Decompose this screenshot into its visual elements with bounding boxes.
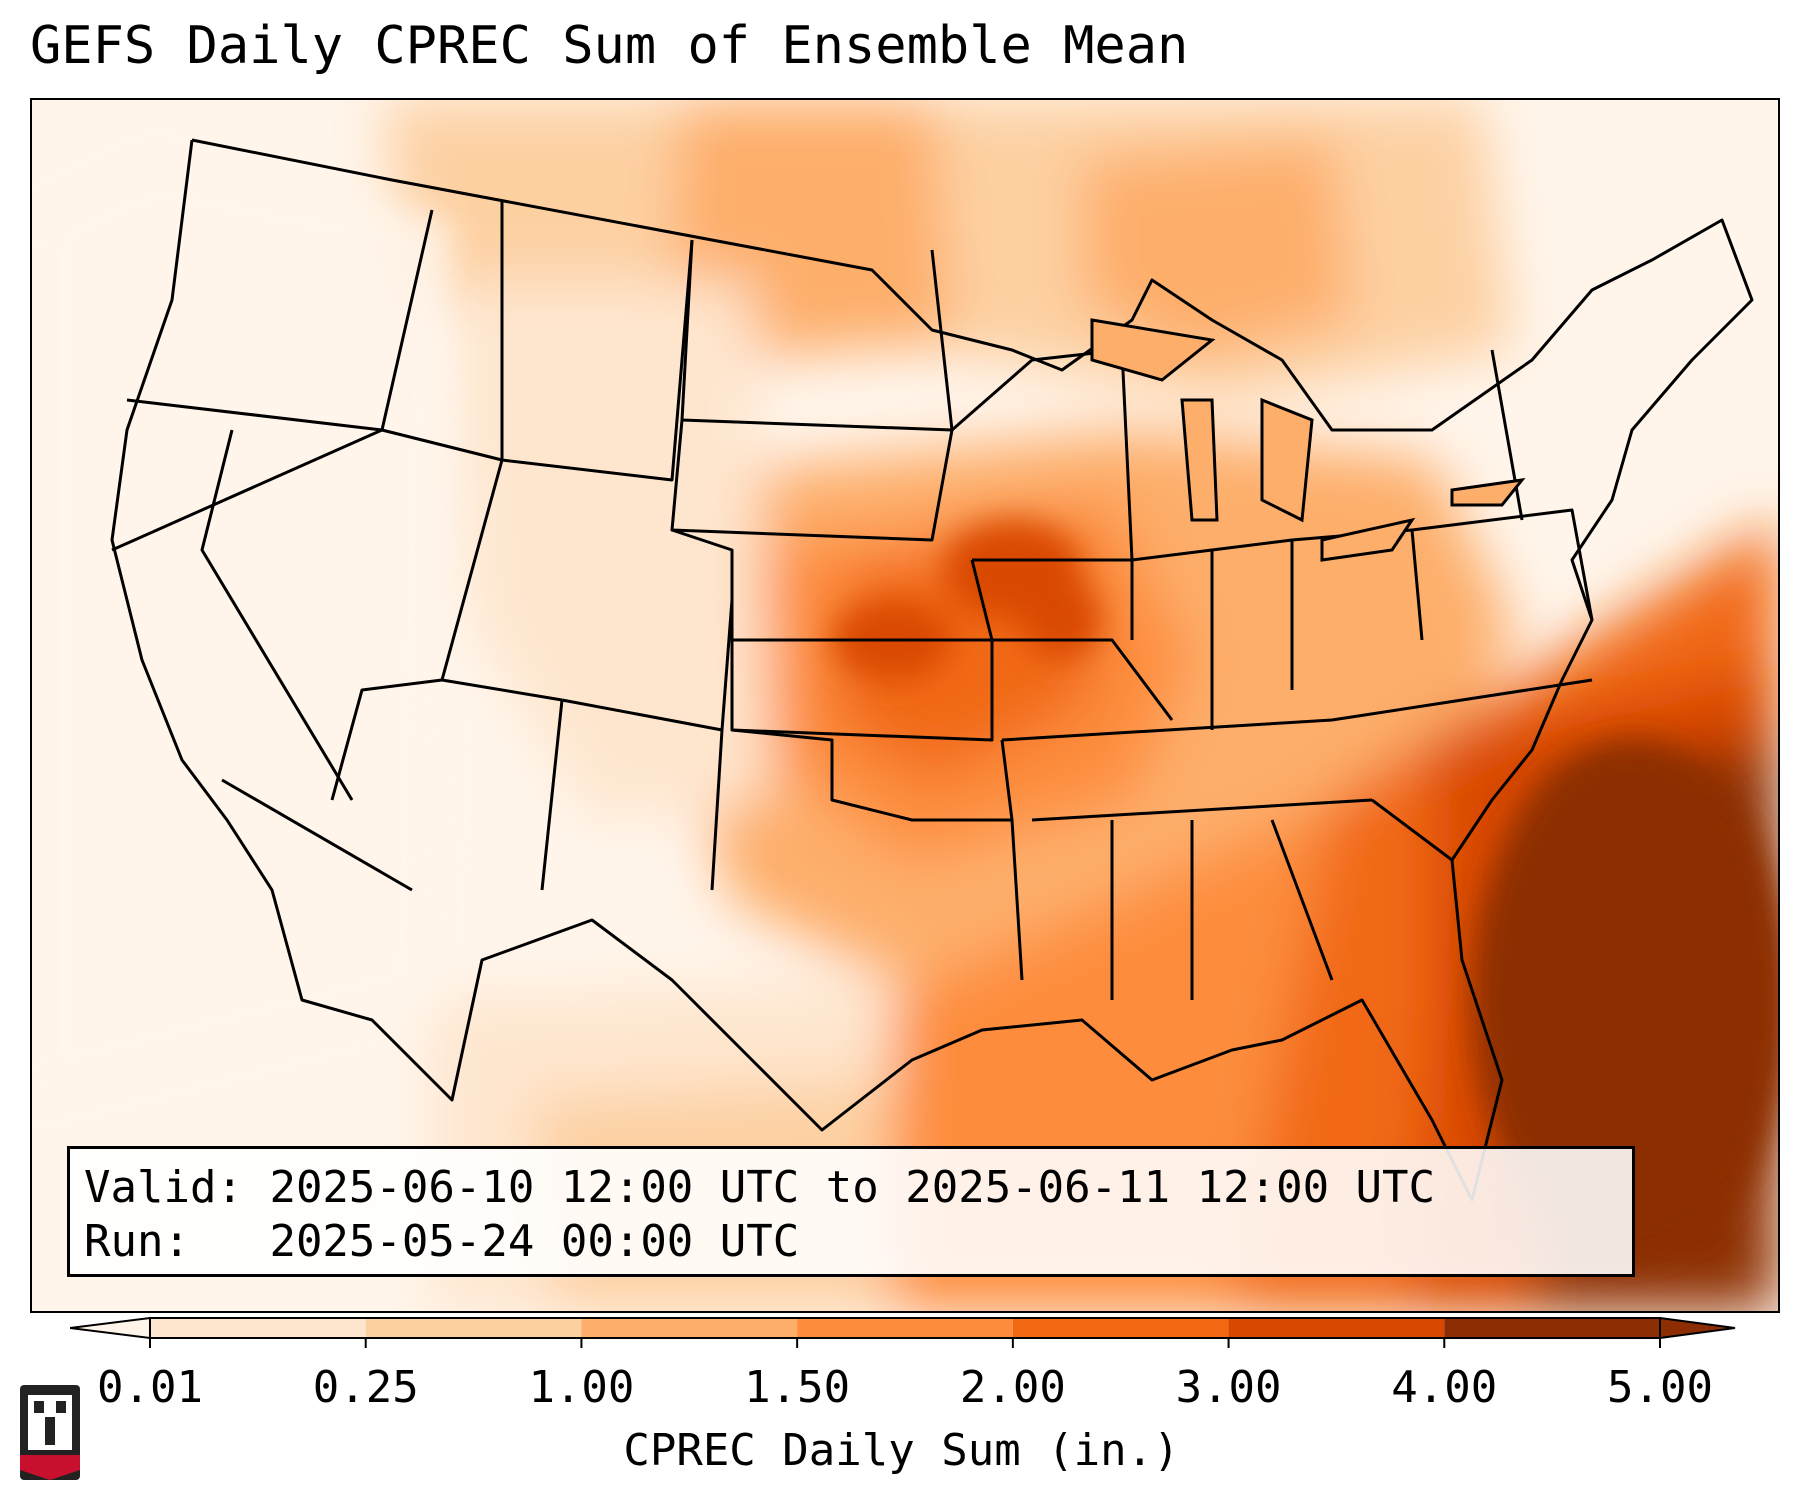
colorbar-extend-high: [1659, 1316, 1736, 1340]
colorbar-tick-label: 4.00: [1391, 1362, 1498, 1413]
valid-label: Valid:: [84, 1162, 243, 1213]
colorbar-tick-label: 1.00: [528, 1362, 635, 1413]
niu-logo: [20, 1385, 80, 1480]
map-title: GEFS Daily CPREC Sum of Ensemble Mean: [30, 16, 1189, 76]
colorbar-tick-label: 5.00: [1607, 1362, 1713, 1413]
colorbar-segment: [581, 1318, 798, 1338]
colorbar-tick-label: 0.25: [312, 1362, 419, 1413]
map-outlines: [110, 138, 1754, 1202]
precip-map-svg: [32, 100, 1778, 1311]
colorbar-tick-label: 1.50: [744, 1362, 851, 1413]
colorbar-label: CPREC Daily Sum (in.): [623, 1425, 1180, 1476]
colorbar: [70, 1316, 1736, 1348]
colorbar-segment: [150, 1318, 366, 1338]
colorbar-tick-label: 3.00: [1175, 1362, 1282, 1413]
valid-value: 2025-06-10 12:00 UTC to 2025-06-11 12:00…: [269, 1162, 1436, 1213]
run-label: Run:: [84, 1216, 190, 1267]
colorbar-segment: [1444, 1318, 1660, 1338]
colorbar-extend-low: [70, 1316, 151, 1340]
precip-map: [30, 98, 1780, 1313]
colorbar-segment: [1012, 1318, 1229, 1338]
colorbar-tick-label: 0.01: [97, 1362, 203, 1413]
validity-info-box: Valid: 2025-06-10 12:00 UTC to 2025-06-1…: [67, 1146, 1635, 1277]
colorbar-tick-label: 2.00: [959, 1362, 1066, 1413]
great-lakes: [1090, 318, 1526, 562]
run-value: 2025-05-24 00:00 UTC: [269, 1216, 800, 1267]
colorbar-segment: [797, 1318, 1013, 1338]
colorbar-segment: [1228, 1318, 1445, 1338]
colorbar-segment: [365, 1318, 582, 1338]
